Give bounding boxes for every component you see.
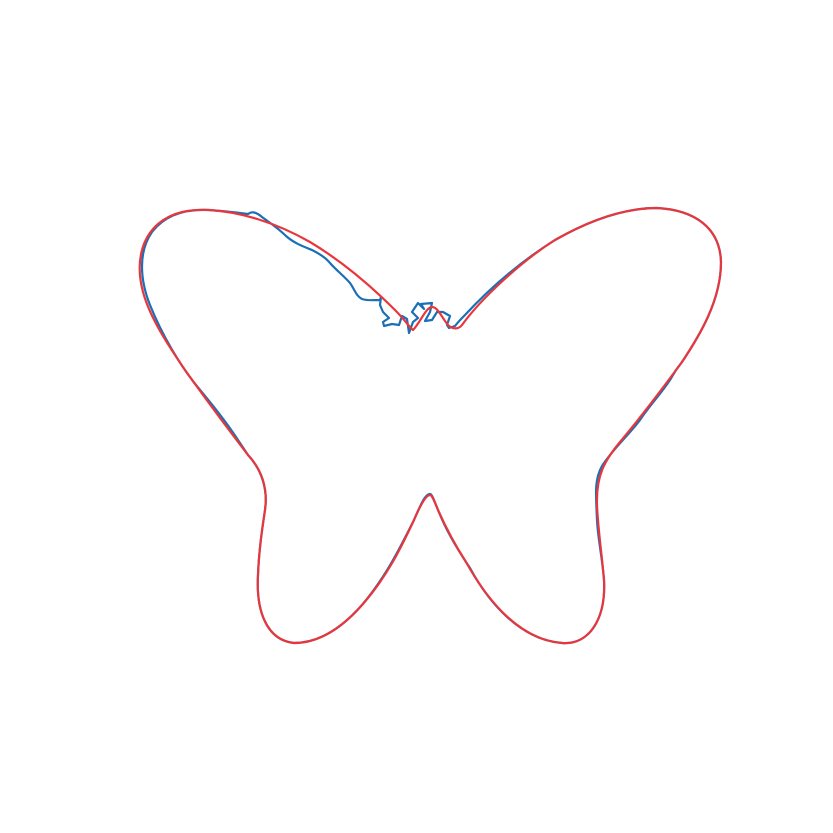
smooth-outline-curve [138,206,723,645]
